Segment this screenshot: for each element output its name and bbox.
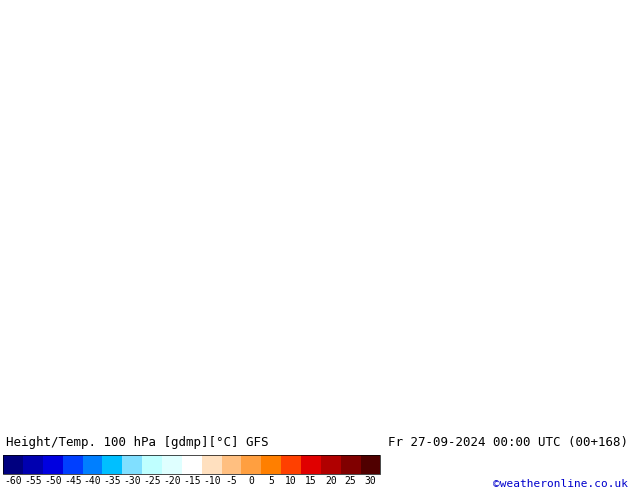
Bar — [122, 455, 142, 474]
Text: 30: 30 — [365, 476, 377, 487]
Bar — [202, 455, 221, 474]
Bar — [182, 455, 202, 474]
Text: -5: -5 — [226, 476, 237, 487]
Bar — [63, 455, 82, 474]
Text: ©weatheronline.co.uk: ©weatheronline.co.uk — [493, 479, 628, 490]
Text: -45: -45 — [64, 476, 82, 487]
Text: -50: -50 — [44, 476, 61, 487]
Text: Height/Temp. 100 hPa [gdmp][°C] GFS: Height/Temp. 100 hPa [gdmp][°C] GFS — [6, 437, 269, 449]
Bar — [162, 455, 182, 474]
Bar — [340, 455, 361, 474]
Text: -60: -60 — [4, 476, 22, 487]
Bar — [23, 455, 43, 474]
Text: -40: -40 — [84, 476, 101, 487]
Bar — [3, 455, 380, 474]
Text: 10: 10 — [285, 476, 297, 487]
Text: 25: 25 — [345, 476, 356, 487]
Text: 20: 20 — [325, 476, 337, 487]
Text: -30: -30 — [124, 476, 141, 487]
Text: -35: -35 — [103, 476, 121, 487]
Bar — [82, 455, 103, 474]
Bar — [221, 455, 242, 474]
Bar — [3, 455, 23, 474]
Text: 0: 0 — [249, 476, 254, 487]
Text: 5: 5 — [268, 476, 274, 487]
Text: -10: -10 — [203, 476, 221, 487]
Bar — [103, 455, 122, 474]
Text: Fr 27-09-2024 00:00 UTC (00+168): Fr 27-09-2024 00:00 UTC (00+168) — [387, 437, 628, 449]
Bar — [242, 455, 261, 474]
Bar — [361, 455, 380, 474]
Text: -55: -55 — [24, 476, 42, 487]
Bar — [301, 455, 321, 474]
Bar — [142, 455, 162, 474]
Bar — [281, 455, 301, 474]
Bar — [321, 455, 340, 474]
Bar — [261, 455, 281, 474]
Text: -20: -20 — [163, 476, 181, 487]
Text: -15: -15 — [183, 476, 200, 487]
Bar — [43, 455, 63, 474]
Text: -25: -25 — [143, 476, 161, 487]
Text: 15: 15 — [305, 476, 317, 487]
